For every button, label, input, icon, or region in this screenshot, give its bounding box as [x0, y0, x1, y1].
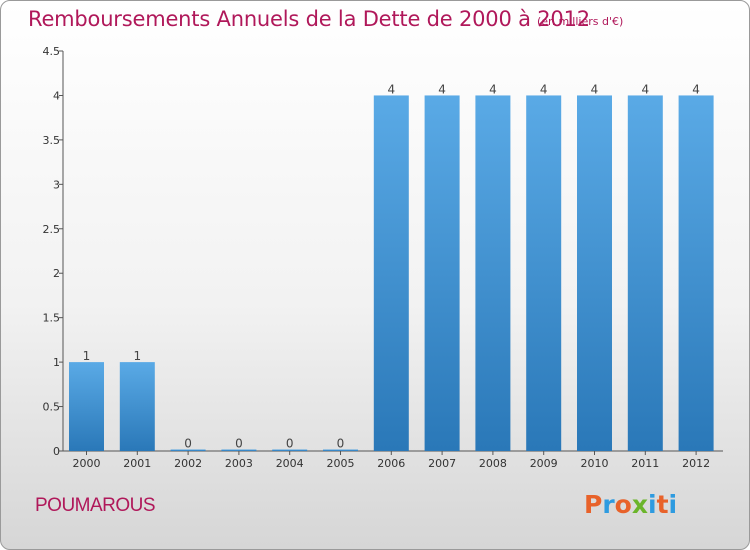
- x-tick-label: 2003: [225, 457, 253, 470]
- logo-letter: i: [648, 490, 657, 519]
- y-tick-label: 2.5: [43, 223, 61, 236]
- logo-letter: r: [602, 490, 615, 519]
- y-tick-label: 0: [53, 445, 60, 458]
- data-label: 1: [133, 349, 141, 363]
- y-tick-label: 1: [53, 356, 60, 369]
- bar: [221, 449, 257, 451]
- y-tick-label: 4: [53, 89, 60, 102]
- bars: 1 1 0 0 0 0 4 4 4 4 4 4 4: [69, 82, 714, 451]
- x-tick-label: 2011: [631, 457, 659, 470]
- y-tick-label: 3: [53, 178, 60, 191]
- axes: 0 0.5 1 1.5 2 2.5 3 3.5 4 4.5 2000 2001 2002 2003 2004…: [43, 45, 723, 470]
- x-tick-label: 2009: [530, 457, 558, 470]
- y-tick-label: 2: [53, 267, 60, 280]
- bar: [678, 95, 714, 451]
- y-tick-label: 3.5: [43, 134, 61, 147]
- y-tick-label: 4.5: [43, 45, 61, 58]
- x-tick-label: 2012: [682, 457, 710, 470]
- x-tick-label: 2002: [174, 457, 202, 470]
- data-label: 4: [438, 82, 446, 96]
- data-label: 4: [692, 82, 700, 96]
- data-label: 0: [235, 437, 243, 451]
- proxiti-logo: Proxiti: [584, 490, 677, 519]
- x-tick-label: 2010: [581, 457, 609, 470]
- logo-letter: t: [656, 490, 669, 519]
- data-label: 4: [591, 82, 599, 96]
- x-tick-label: 2006: [377, 457, 405, 470]
- x-tick-label: 2004: [276, 457, 304, 470]
- x-tick-label: 2005: [327, 457, 355, 470]
- x-tick-label: 2007: [428, 457, 456, 470]
- bar: [475, 95, 511, 451]
- bar: [69, 362, 104, 451]
- x-tick-label: 2000: [73, 457, 101, 470]
- logo-letter: o: [614, 490, 632, 519]
- bar: [577, 95, 612, 451]
- bar: [627, 95, 663, 451]
- bar: [119, 362, 155, 451]
- bar: [323, 449, 358, 451]
- chart-title: Remboursements Annuels de la Dette de 20…: [28, 7, 590, 31]
- y-tick-label: 1.5: [43, 312, 61, 325]
- data-label: 0: [184, 437, 192, 451]
- data-label: 1: [83, 349, 91, 363]
- data-label: 4: [641, 82, 649, 96]
- x-tick-label: 2008: [479, 457, 507, 470]
- data-label: 0: [337, 437, 345, 451]
- bar: [526, 95, 562, 451]
- logo-letter: P: [584, 490, 603, 519]
- y-tick-label: 0.5: [43, 401, 61, 414]
- logo-letter: i: [668, 490, 678, 519]
- data-label: 4: [489, 82, 497, 96]
- data-label: 4: [387, 82, 395, 96]
- bar: [170, 449, 206, 451]
- bar: [373, 95, 409, 451]
- chart-unit: (en milliers d'€): [537, 15, 624, 28]
- bar: [272, 449, 308, 451]
- x-tick-label: 2001: [123, 457, 151, 470]
- data-label: 0: [286, 437, 294, 451]
- logo-letter: x: [631, 490, 648, 519]
- bar: [424, 95, 460, 451]
- commune-name: POUMAROUS: [35, 495, 156, 516]
- data-label: 4: [540, 82, 548, 96]
